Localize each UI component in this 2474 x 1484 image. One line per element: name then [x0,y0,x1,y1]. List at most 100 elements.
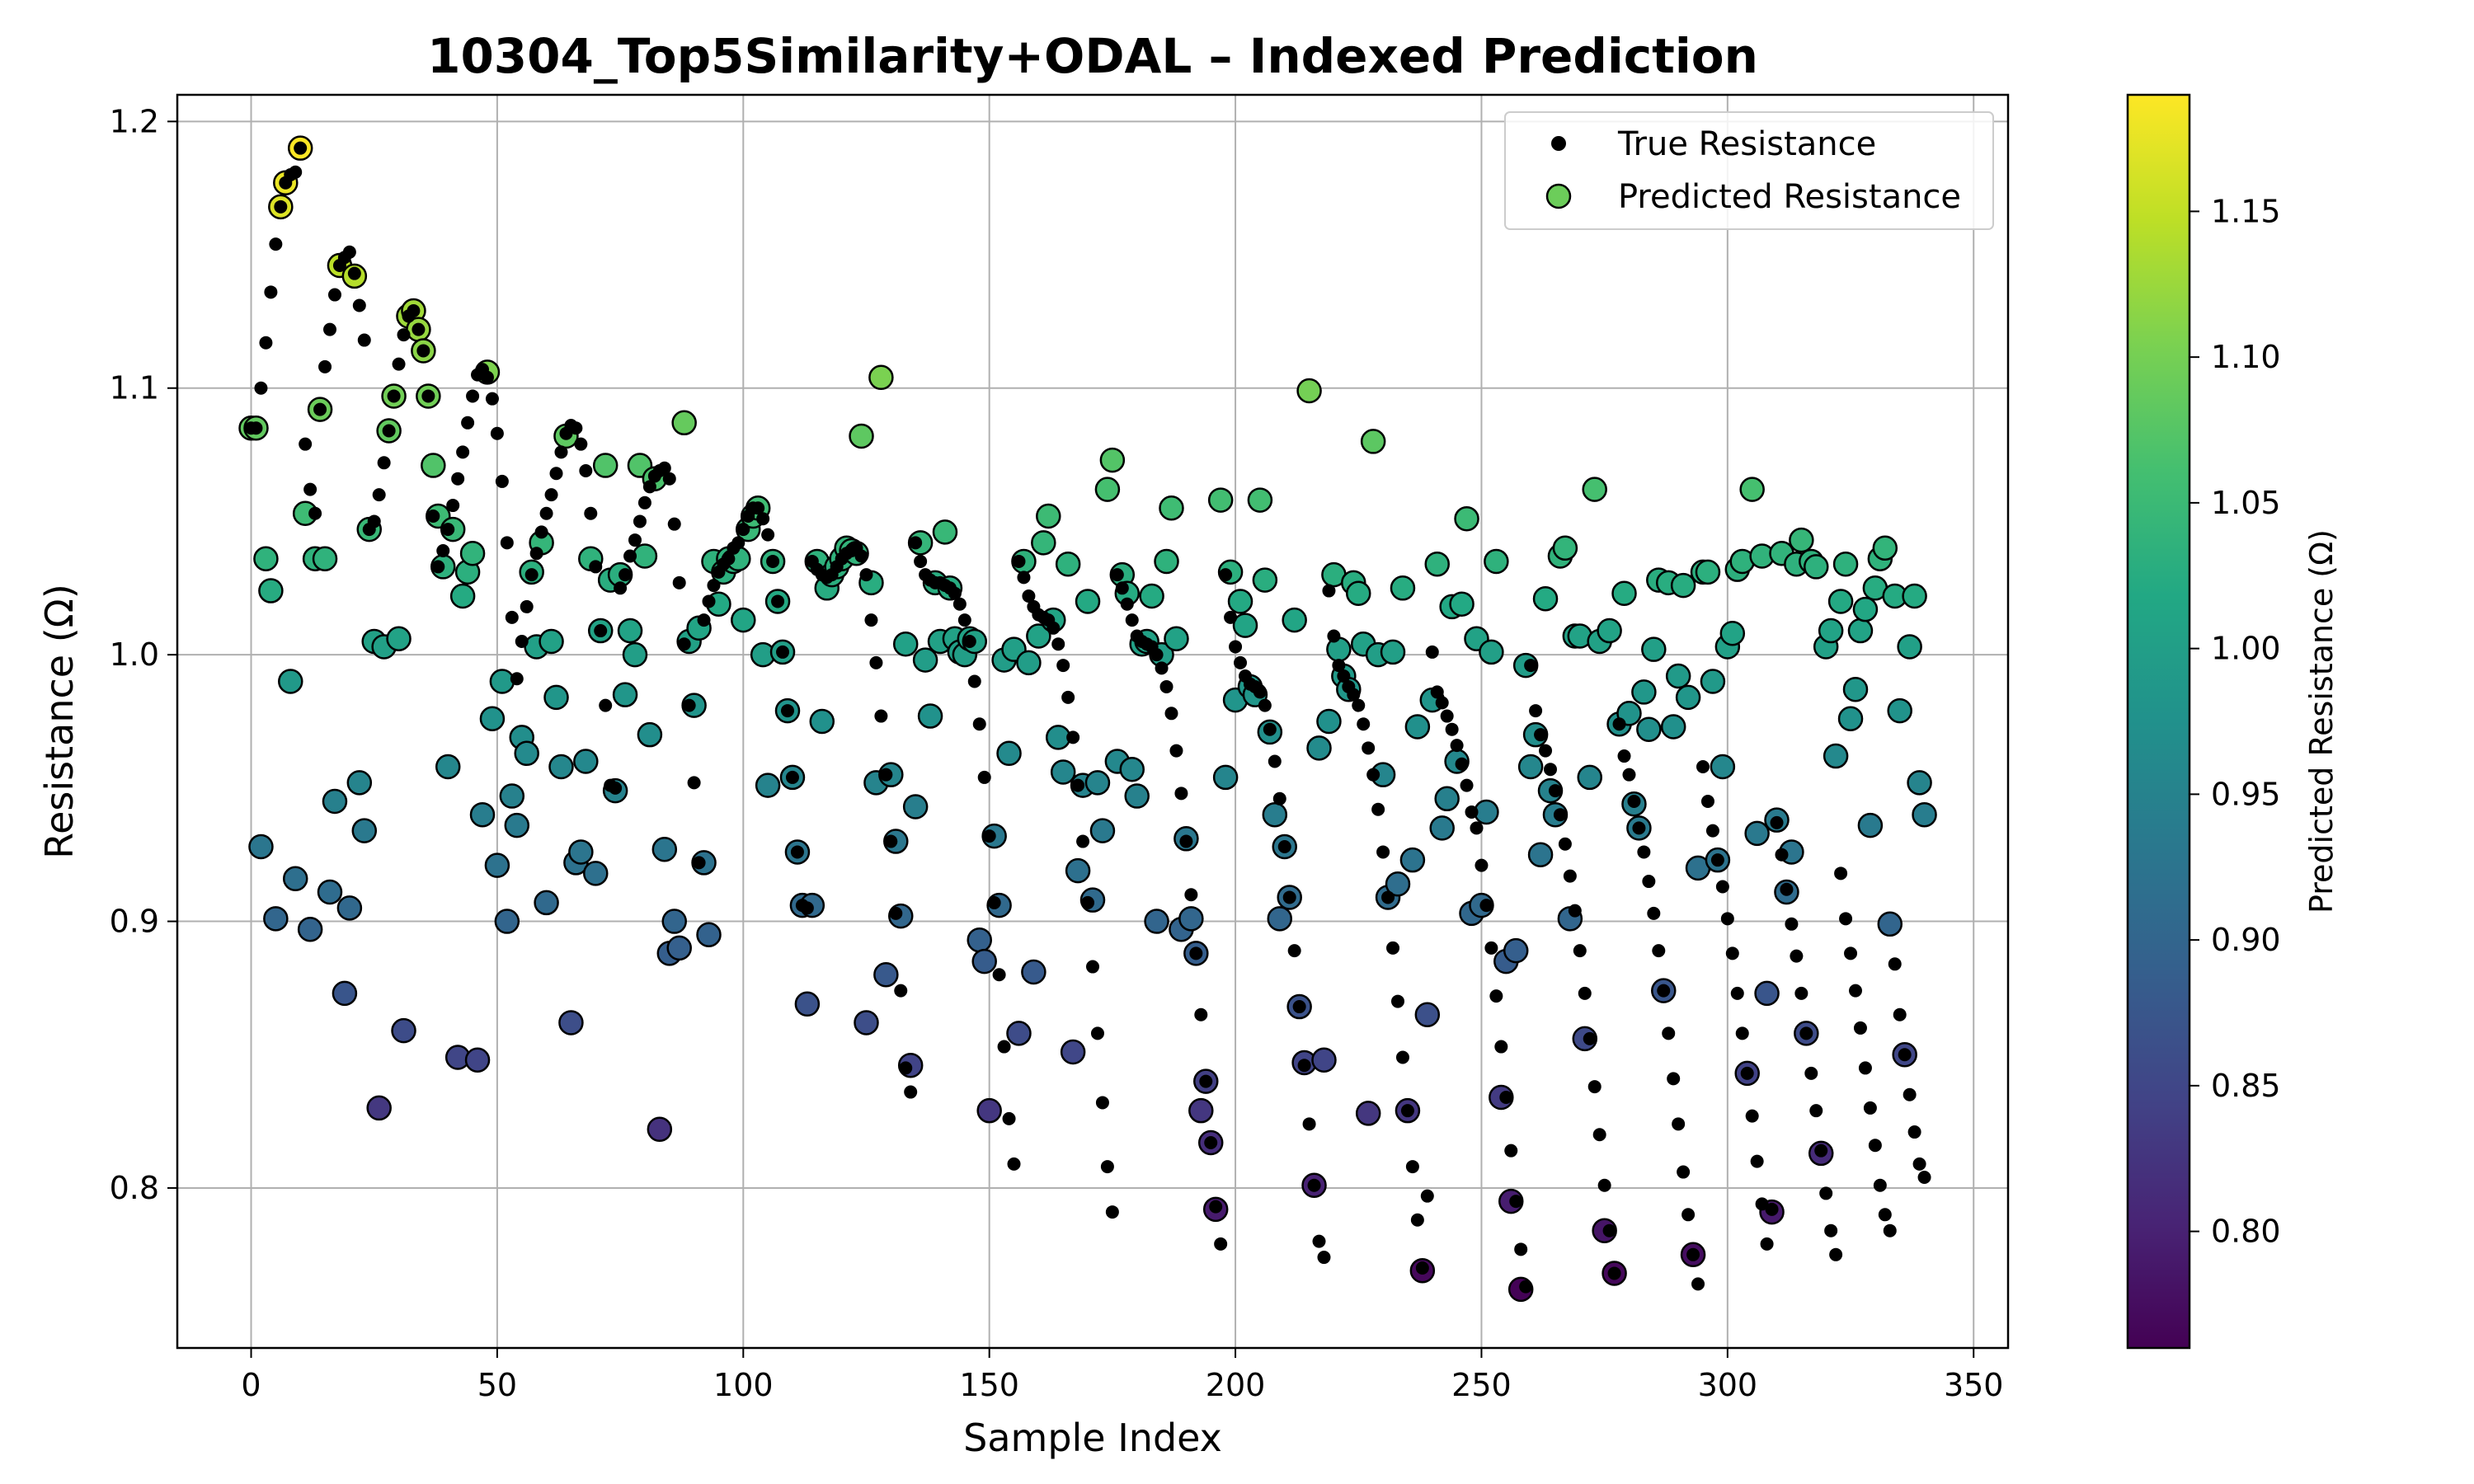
true-point [299,437,313,451]
true-point [1312,1234,1326,1248]
true-point [889,906,903,920]
true-point [1499,1091,1513,1104]
predicted-point [1055,551,1081,577]
true-point [1155,661,1169,675]
predicted-point [1424,551,1450,577]
predicted-point [1434,786,1460,812]
predicted-point [647,1116,673,1143]
true-point [707,579,721,593]
predicted-point [248,834,274,860]
predicted-point [504,812,530,838]
true-point [1602,1223,1616,1237]
predicted-point [1390,575,1416,601]
true-point [1780,882,1794,896]
predicted-point [1404,714,1431,740]
true-point [776,645,790,659]
true-point [1524,659,1538,673]
true-point [1839,912,1853,926]
predicted-point [1065,857,1091,884]
true-point [599,698,613,712]
true-point [1391,994,1404,1008]
true-point [1445,722,1459,736]
true-point [1539,744,1553,758]
true-point [1337,669,1351,683]
true-point [1051,637,1065,651]
x-tick-label: 50 [477,1367,517,1403]
true-point [1076,834,1090,848]
true-point [948,586,962,600]
true-point [781,704,794,718]
true-point [1204,1135,1218,1149]
true-point [771,594,785,608]
predicted-point [1582,477,1607,502]
true-point [1484,941,1498,955]
true-point [1544,763,1557,777]
true-point [1907,1125,1921,1139]
predicted-point [346,770,373,796]
true-point [446,499,460,513]
true-point [1715,880,1729,894]
true-point [1667,1072,1681,1086]
true-point [549,467,563,481]
predicted-point [1164,626,1189,651]
predicted-point [1385,871,1411,897]
true-point [1893,1007,1907,1021]
true-point [347,266,361,280]
predicted-point [1897,634,1922,660]
true-point [1047,621,1061,635]
colorbar-tick-label: 0.90 [2211,922,2281,958]
true-point [869,655,883,669]
true-point [751,501,765,515]
true-point [500,536,514,550]
predicted-point [1479,639,1504,665]
true-point [1888,957,1902,971]
true-point [1849,984,1862,998]
predicted-point [494,909,520,934]
true-point [1745,1109,1759,1123]
true-point [529,547,543,561]
true-point [687,776,701,790]
predicted-point [696,922,722,947]
true-point [1637,845,1651,859]
predicted-point [661,909,687,934]
true-point [1873,1178,1887,1192]
predicted-point [1355,1101,1381,1126]
plot-frame [176,93,2010,1350]
true-point [642,480,656,494]
predicted-point [617,618,643,644]
true-point [1395,1050,1409,1064]
true-point [1150,648,1164,662]
predicted-point [1026,623,1051,649]
true-point [1627,795,1641,809]
true-point [377,456,391,470]
true-point [1755,1197,1769,1211]
true-point [1790,949,1804,963]
predicted-point [1789,527,1814,553]
predicted-point [1144,909,1169,934]
true-point [1012,554,1026,568]
colorbar-label: Predicted Resistance (Ω) [2303,529,2340,913]
true-point [1917,1171,1931,1185]
true-point [1435,696,1449,710]
true-point [1765,1202,1779,1216]
predicted-point [258,578,284,603]
true-point [1563,869,1577,883]
predicted-point [794,991,821,1017]
y-axis-ticks: 0.8 0.9 1.0 1.1 1.2 [110,103,177,1206]
predicted-point [1660,714,1686,740]
true-point [1470,821,1484,835]
predicted-point [1045,725,1071,750]
true-point [1115,581,1129,595]
true-point [987,895,1001,909]
predicted-point [351,818,378,843]
true-point [633,514,647,528]
true-point [1898,1048,1912,1062]
predicted-point [1414,1002,1441,1027]
true-point [1740,1066,1754,1080]
predicted-point [1744,820,1770,847]
true-point [1770,815,1784,829]
y-axis-label: Resistance (Ω) [37,584,82,859]
true-point [589,560,603,574]
true-point [1730,986,1744,1000]
predicted-point [1227,589,1253,614]
